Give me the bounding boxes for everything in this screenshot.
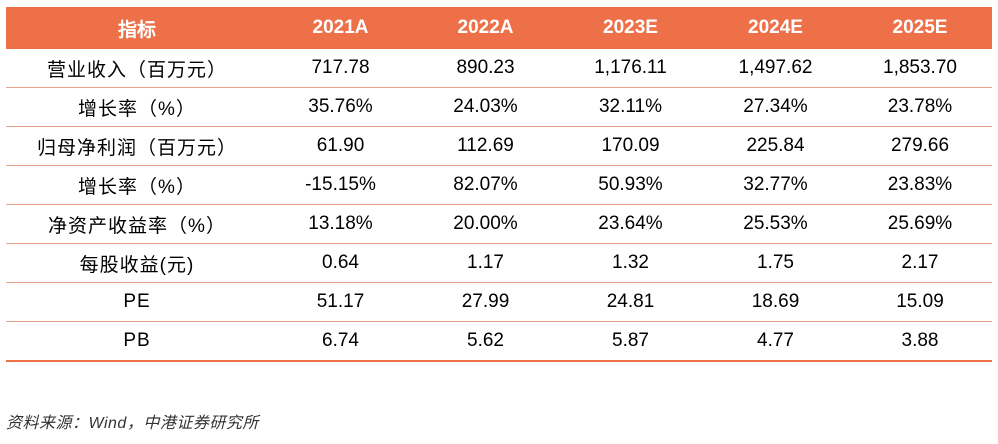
row-label: 每股收益(元) xyxy=(6,243,268,283)
table-cell: 2.17 xyxy=(848,243,992,283)
table-cell: 32.77% xyxy=(703,165,848,205)
table-cell: 82.07% xyxy=(413,165,558,205)
table-cell: 6.74 xyxy=(268,321,413,362)
row-label: 归母净利润（百万元） xyxy=(6,126,268,166)
table-cell: 61.90 xyxy=(268,126,413,166)
row-label: 增长率（%） xyxy=(6,87,268,127)
table-row: PB 6.74 5.62 5.87 4.77 3.88 xyxy=(6,321,992,362)
table-cell: 51.17 xyxy=(268,282,413,322)
table-cell: 279.66 xyxy=(848,126,992,166)
table-cell: 25.53% xyxy=(703,204,848,244)
financial-forecast-table-container: 指标 2021A 2022A 2023E 2024E 2025E 营业收入（百万… xyxy=(6,7,992,362)
header-row: 指标 2021A 2022A 2023E 2024E 2025E xyxy=(6,7,992,49)
table-cell: 4.77 xyxy=(703,321,848,362)
header-2024e: 2024E xyxy=(703,7,848,49)
table-row: 每股收益(元) 0.64 1.17 1.32 1.75 2.17 xyxy=(6,243,992,283)
financial-forecast-table: 指标 2021A 2022A 2023E 2024E 2025E 营业收入（百万… xyxy=(6,7,992,362)
row-label: PE xyxy=(6,282,268,322)
table-cell: 0.64 xyxy=(268,243,413,283)
row-label: 净资产收益率（%） xyxy=(6,204,268,244)
table-header: 指标 2021A 2022A 2023E 2024E 2025E xyxy=(6,7,992,49)
table-cell: 23.64% xyxy=(558,204,703,244)
table-row: 增长率（%） 35.76% 24.03% 32.11% 27.34% 23.78… xyxy=(6,87,992,127)
header-2025e: 2025E xyxy=(848,7,992,49)
table-cell: 1.75 xyxy=(703,243,848,283)
table-cell: -15.15% xyxy=(268,165,413,205)
table-cell: 50.93% xyxy=(558,165,703,205)
table-row: 归母净利润（百万元） 61.90 112.69 170.09 225.84 27… xyxy=(6,126,992,166)
table-cell: 35.76% xyxy=(268,87,413,127)
table-cell: 170.09 xyxy=(558,126,703,166)
row-label: 营业收入（百万元） xyxy=(6,49,268,88)
header-2021a: 2021A xyxy=(268,7,413,49)
row-label: PB xyxy=(6,321,268,362)
table-cell: 717.78 xyxy=(268,49,413,88)
table-cell: 5.62 xyxy=(413,321,558,362)
table-row: 净资产收益率（%） 13.18% 20.00% 23.64% 25.53% 25… xyxy=(6,204,992,244)
table-cell: 23.78% xyxy=(848,87,992,127)
table-cell: 3.88 xyxy=(848,321,992,362)
table-cell: 5.87 xyxy=(558,321,703,362)
row-label: 增长率（%） xyxy=(6,165,268,205)
table-cell: 13.18% xyxy=(268,204,413,244)
table-cell: 18.69 xyxy=(703,282,848,322)
table-cell: 1.32 xyxy=(558,243,703,283)
table-cell: 15.09 xyxy=(848,282,992,322)
table-cell: 20.00% xyxy=(413,204,558,244)
table-cell: 112.69 xyxy=(413,126,558,166)
header-metric: 指标 xyxy=(6,7,268,49)
table-cell: 890.23 xyxy=(413,49,558,88)
table-cell: 225.84 xyxy=(703,126,848,166)
header-2022a: 2022A xyxy=(413,7,558,49)
table-row: 营业收入（百万元） 717.78 890.23 1,176.11 1,497.6… xyxy=(6,49,992,88)
table-cell: 24.81 xyxy=(558,282,703,322)
table-cell: 32.11% xyxy=(558,87,703,127)
source-note: 资料来源：Wind，中港证券研究所 xyxy=(6,415,259,432)
table-cell: 27.34% xyxy=(703,87,848,127)
table-row: PE 51.17 27.99 24.81 18.69 15.09 xyxy=(6,282,992,322)
table-cell: 27.99 xyxy=(413,282,558,322)
table-cell: 23.83% xyxy=(848,165,992,205)
table-cell: 25.69% xyxy=(848,204,992,244)
table-row: 增长率（%） -15.15% 82.07% 50.93% 32.77% 23.8… xyxy=(6,165,992,205)
table-cell: 1,497.62 xyxy=(703,49,848,88)
table-body: 营业收入（百万元） 717.78 890.23 1,176.11 1,497.6… xyxy=(6,49,992,362)
table-cell: 1.17 xyxy=(413,243,558,283)
header-2023e: 2023E xyxy=(558,7,703,49)
table-cell: 24.03% xyxy=(413,87,558,127)
table-cell: 1,853.70 xyxy=(848,49,992,88)
table-cell: 1,176.11 xyxy=(558,49,703,88)
